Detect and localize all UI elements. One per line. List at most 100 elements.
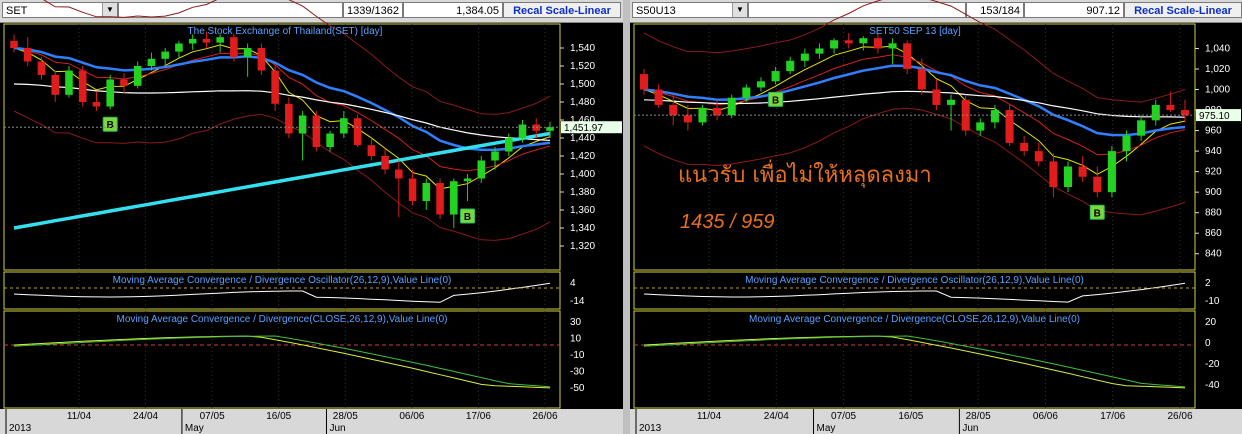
- candle-body: [1151, 104, 1160, 121]
- x-tick-label: 16/05: [898, 411, 923, 422]
- buy-marker-label: B: [464, 212, 471, 223]
- lower-envelope-line: [13, 110, 551, 241]
- macd-oscillator-tick: -14: [570, 296, 585, 307]
- macd-oscillator-tick: 2: [1205, 278, 1211, 289]
- buy-marker-label: B: [107, 120, 114, 131]
- month-label: Jun: [329, 423, 345, 434]
- candle-body: [10, 40, 18, 48]
- buy-marker: [1089, 204, 1105, 220]
- candle-body: [147, 58, 156, 66]
- price-pane-frame: [3, 23, 561, 271]
- chart-panel-set: SET ▼ 1339/1362 1,384.05 Recal Scale-Lin…: [0, 0, 623, 434]
- bar-count: 1339/1362: [343, 2, 403, 18]
- candle-body: [312, 115, 321, 147]
- last-price: 1,384.05: [403, 2, 503, 18]
- candle-body: [639, 74, 649, 90]
- recal-scale-button[interactable]: Recal Scale-Linear: [503, 2, 621, 18]
- candle-body: [518, 124, 527, 138]
- symbol-select[interactable]: S50U13 ▼: [632, 2, 748, 18]
- y-tick-label: 1,000: [1205, 85, 1230, 96]
- last-value-label: 1,451.97: [564, 123, 603, 134]
- candle-body: [756, 81, 765, 88]
- candle-body: [78, 70, 87, 102]
- chart-header: S50U13 ▼ 153/184 907.12 Recal Scale-Line…: [630, 0, 1242, 23]
- candle-body: [1137, 120, 1146, 136]
- candle-body: [216, 37, 224, 43]
- price-pane-frame: [633, 23, 1196, 271]
- candle-body: [654, 89, 663, 105]
- signal-line: [13, 335, 551, 388]
- candle-body: [271, 70, 279, 104]
- recal-scale-button[interactable]: Recal Scale-Linear: [1124, 2, 1242, 18]
- candle-body: [92, 102, 101, 107]
- y-tick-label: 1,420: [570, 151, 595, 162]
- candle-body: [504, 138, 513, 152]
- candle-body: [230, 37, 238, 57]
- chevron-down-icon[interactable]: ▼: [732, 3, 747, 17]
- macd-oscillator-line: [13, 282, 551, 303]
- y-tick-label: 840: [1205, 249, 1222, 260]
- candle-body: [815, 48, 824, 54]
- candle-body: [1020, 142, 1029, 152]
- time-axis-bar: [630, 409, 1242, 434]
- candle-body: [106, 79, 114, 107]
- annotation-support-text: แนวรับ เพื่อไม่ให้หลุดลงมา: [678, 159, 932, 188]
- candle-body: [243, 48, 252, 57]
- time-axis-bar: [0, 409, 623, 434]
- macd-oscillator-tick: 4: [570, 278, 576, 289]
- candle-body: [285, 103, 293, 134]
- month-label: 2013: [9, 423, 32, 434]
- candle-body: [1078, 166, 1087, 177]
- macd-tick: 10: [570, 334, 582, 345]
- symbol-value: SET: [6, 5, 28, 17]
- candle-body: [859, 38, 868, 44]
- candle-body: [786, 60, 795, 72]
- y-tick-label: 1,380: [570, 187, 595, 198]
- panel-divider[interactable]: [623, 0, 630, 434]
- candle-body: [408, 178, 417, 201]
- candle-body: [917, 69, 926, 90]
- chart-canvas[interactable]: 11/04 24/04 07/05 16/05 28/05 06/06 17/06 26/06…: [630, 0, 1242, 434]
- candle-body: [932, 89, 941, 105]
- ema-fast-line: [13, 44, 551, 190]
- chart-panel-s50u13: S50U13 ▼ 153/184 907.12 Recal Scale-Line…: [630, 0, 1242, 434]
- macd-title: Moving Average Convergence / Divergence(…: [117, 314, 448, 325]
- candle-body: [23, 48, 32, 62]
- candle-body: [188, 39, 197, 44]
- y-tick-label: 1,440: [570, 133, 595, 144]
- x-tick-label: 11/04: [697, 411, 722, 422]
- y-tick-label: 1,020: [1205, 64, 1230, 75]
- candle-body: [873, 38, 882, 49]
- bar-count: 153/184: [966, 2, 1024, 18]
- x-tick-label: 07/05: [831, 411, 856, 422]
- lower-envelope-line: [643, 107, 1186, 216]
- macd-oscillator-pane-frame: [3, 271, 561, 310]
- candle-body: [175, 43, 183, 52]
- chart-canvas[interactable]: 11/04 24/04 07/05 16/05 28/05 06/06 17/06 26/06…: [0, 0, 623, 434]
- macd-title: Moving Average Convergence / Divergence(…: [749, 314, 1080, 325]
- candle-body: [202, 39, 211, 43]
- candle-body: [742, 87, 751, 98]
- y-tick-label: 880: [1205, 208, 1222, 219]
- candle-body: [395, 169, 403, 179]
- candle-body: [976, 122, 985, 131]
- ema-slow-line: [13, 46, 551, 152]
- candle-body: [326, 133, 334, 147]
- y-tick-label: 1,480: [570, 97, 595, 108]
- symbol-value: S50U13: [636, 5, 676, 17]
- candle-body: [450, 181, 458, 215]
- x-tick-label: 16/05: [266, 411, 291, 422]
- chevron-down-icon[interactable]: ▼: [102, 3, 117, 17]
- y-tick-label: 1,460: [570, 115, 595, 126]
- candle-body: [367, 145, 376, 156]
- candle-body: [947, 99, 956, 105]
- macd-line: [643, 335, 1186, 389]
- candle-body: [381, 156, 389, 170]
- macd-oscillator-pane-frame: [633, 271, 1196, 310]
- y-tick-label: 1,500: [570, 79, 595, 90]
- candle-body: [830, 40, 839, 49]
- x-tick-label: 26/06: [532, 411, 557, 422]
- buy-marker-label: B: [772, 95, 779, 106]
- macd-tick: -30: [570, 367, 585, 378]
- candle-body: [120, 79, 128, 86]
